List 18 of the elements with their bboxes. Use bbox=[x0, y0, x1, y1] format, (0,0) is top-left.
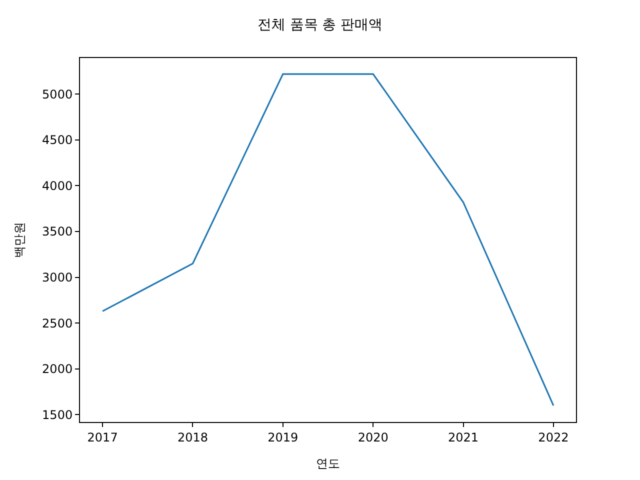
y-tick-label: 5000 bbox=[42, 87, 73, 102]
y-axis-title: 백만원 bbox=[12, 222, 26, 258]
chart-title: 전체 품목 총 판매액 bbox=[257, 16, 383, 33]
y-tick-label: 3500 bbox=[42, 224, 73, 239]
x-tick-label: 2018 bbox=[177, 430, 208, 444]
y-tick-label: 4500 bbox=[42, 133, 73, 148]
x-tick-label: 2020 bbox=[358, 430, 388, 444]
x-tick-label: 2021 bbox=[448, 430, 479, 444]
y-tick-label: 4000 bbox=[42, 178, 73, 193]
x-axis-title: 연도 bbox=[316, 456, 340, 470]
x-tick-label: 2022 bbox=[538, 430, 569, 444]
y-tick-label: 1500 bbox=[42, 408, 73, 422]
line-series bbox=[102, 73, 554, 406]
x-tick-label: 2019 bbox=[268, 430, 298, 444]
y-tick-label: 2000 bbox=[42, 362, 73, 376]
y-tick-label: 3000 bbox=[42, 270, 73, 285]
y-tick-label: 2500 bbox=[42, 316, 73, 330]
x-tick-label: 2017 bbox=[87, 430, 118, 444]
